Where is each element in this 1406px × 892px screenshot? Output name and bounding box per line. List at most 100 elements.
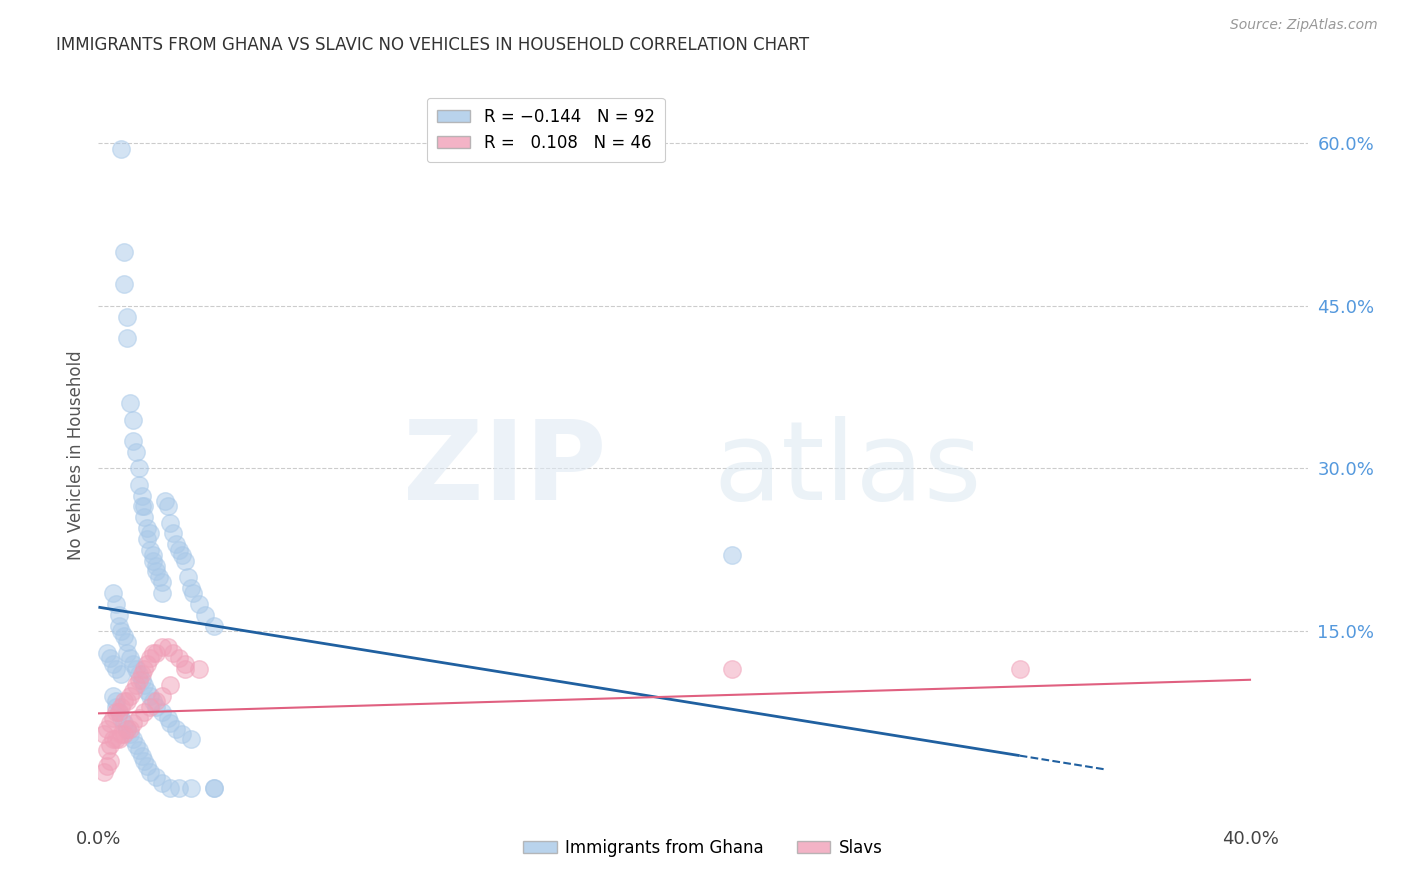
- Point: [125, 445, 148, 459]
- Point: [98, 738, 121, 752]
- Point: [131, 667, 153, 681]
- Point: [145, 565, 167, 579]
- Point: [110, 142, 132, 156]
- Point: [112, 244, 135, 259]
- Point: [107, 706, 129, 720]
- Point: [93, 727, 115, 741]
- Point: [145, 699, 167, 714]
- Point: [112, 694, 135, 708]
- Point: [115, 722, 138, 736]
- Point: [115, 635, 138, 649]
- Point: [96, 759, 118, 773]
- Point: [128, 743, 150, 757]
- Point: [720, 548, 742, 562]
- Point: [159, 516, 181, 530]
- Point: [107, 618, 129, 632]
- Text: atlas: atlas: [714, 416, 983, 523]
- Point: [153, 494, 176, 508]
- Point: [93, 764, 115, 779]
- Point: [170, 727, 193, 741]
- Point: [104, 706, 127, 720]
- Point: [110, 699, 132, 714]
- Point: [156, 640, 179, 655]
- Point: [142, 694, 165, 708]
- Point: [104, 694, 127, 708]
- Point: [125, 738, 148, 752]
- Point: [112, 727, 135, 741]
- Point: [104, 597, 127, 611]
- Point: [131, 500, 153, 514]
- Point: [176, 570, 198, 584]
- Point: [115, 646, 138, 660]
- Point: [150, 689, 173, 703]
- Point: [136, 759, 159, 773]
- Point: [173, 657, 195, 671]
- Point: [131, 673, 153, 687]
- Point: [128, 461, 150, 475]
- Point: [107, 607, 129, 622]
- Point: [125, 662, 148, 676]
- Point: [120, 689, 142, 703]
- Point: [180, 781, 202, 796]
- Point: [145, 770, 167, 784]
- Point: [134, 754, 156, 768]
- Point: [142, 548, 165, 562]
- Point: [202, 618, 225, 632]
- Point: [96, 722, 118, 736]
- Point: [134, 706, 156, 720]
- Point: [156, 711, 179, 725]
- Point: [122, 732, 145, 747]
- Point: [104, 662, 127, 676]
- Point: [125, 678, 148, 692]
- Point: [107, 732, 129, 747]
- Legend: Immigrants from Ghana, Slavs: Immigrants from Ghana, Slavs: [517, 832, 889, 863]
- Point: [156, 500, 179, 514]
- Point: [120, 722, 142, 736]
- Point: [150, 575, 173, 590]
- Point: [148, 570, 170, 584]
- Point: [115, 310, 138, 324]
- Point: [131, 489, 153, 503]
- Point: [139, 651, 162, 665]
- Point: [115, 694, 138, 708]
- Point: [188, 597, 211, 611]
- Point: [128, 673, 150, 687]
- Point: [170, 548, 193, 562]
- Point: [167, 542, 190, 557]
- Point: [139, 764, 162, 779]
- Point: [120, 396, 142, 410]
- Point: [128, 477, 150, 491]
- Point: [104, 699, 127, 714]
- Point: [128, 667, 150, 681]
- Point: [115, 331, 138, 345]
- Point: [162, 526, 184, 541]
- Point: [101, 657, 124, 671]
- Point: [136, 683, 159, 698]
- Point: [139, 699, 162, 714]
- Text: IMMIGRANTS FROM GHANA VS SLAVIC NO VEHICLES IN HOUSEHOLD CORRELATION CHART: IMMIGRANTS FROM GHANA VS SLAVIC NO VEHIC…: [56, 36, 810, 54]
- Point: [110, 624, 132, 638]
- Point: [173, 553, 195, 567]
- Point: [162, 646, 184, 660]
- Point: [120, 651, 142, 665]
- Point: [136, 657, 159, 671]
- Point: [145, 559, 167, 574]
- Point: [136, 532, 159, 546]
- Point: [98, 716, 121, 731]
- Point: [145, 694, 167, 708]
- Point: [194, 607, 217, 622]
- Point: [142, 646, 165, 660]
- Point: [180, 581, 202, 595]
- Point: [96, 646, 118, 660]
- Point: [122, 657, 145, 671]
- Point: [134, 662, 156, 676]
- Point: [101, 711, 124, 725]
- Point: [110, 667, 132, 681]
- Point: [188, 662, 211, 676]
- Point: [159, 781, 181, 796]
- Point: [120, 727, 142, 741]
- Point: [122, 434, 145, 449]
- Point: [98, 754, 121, 768]
- Point: [150, 706, 173, 720]
- Point: [159, 678, 181, 692]
